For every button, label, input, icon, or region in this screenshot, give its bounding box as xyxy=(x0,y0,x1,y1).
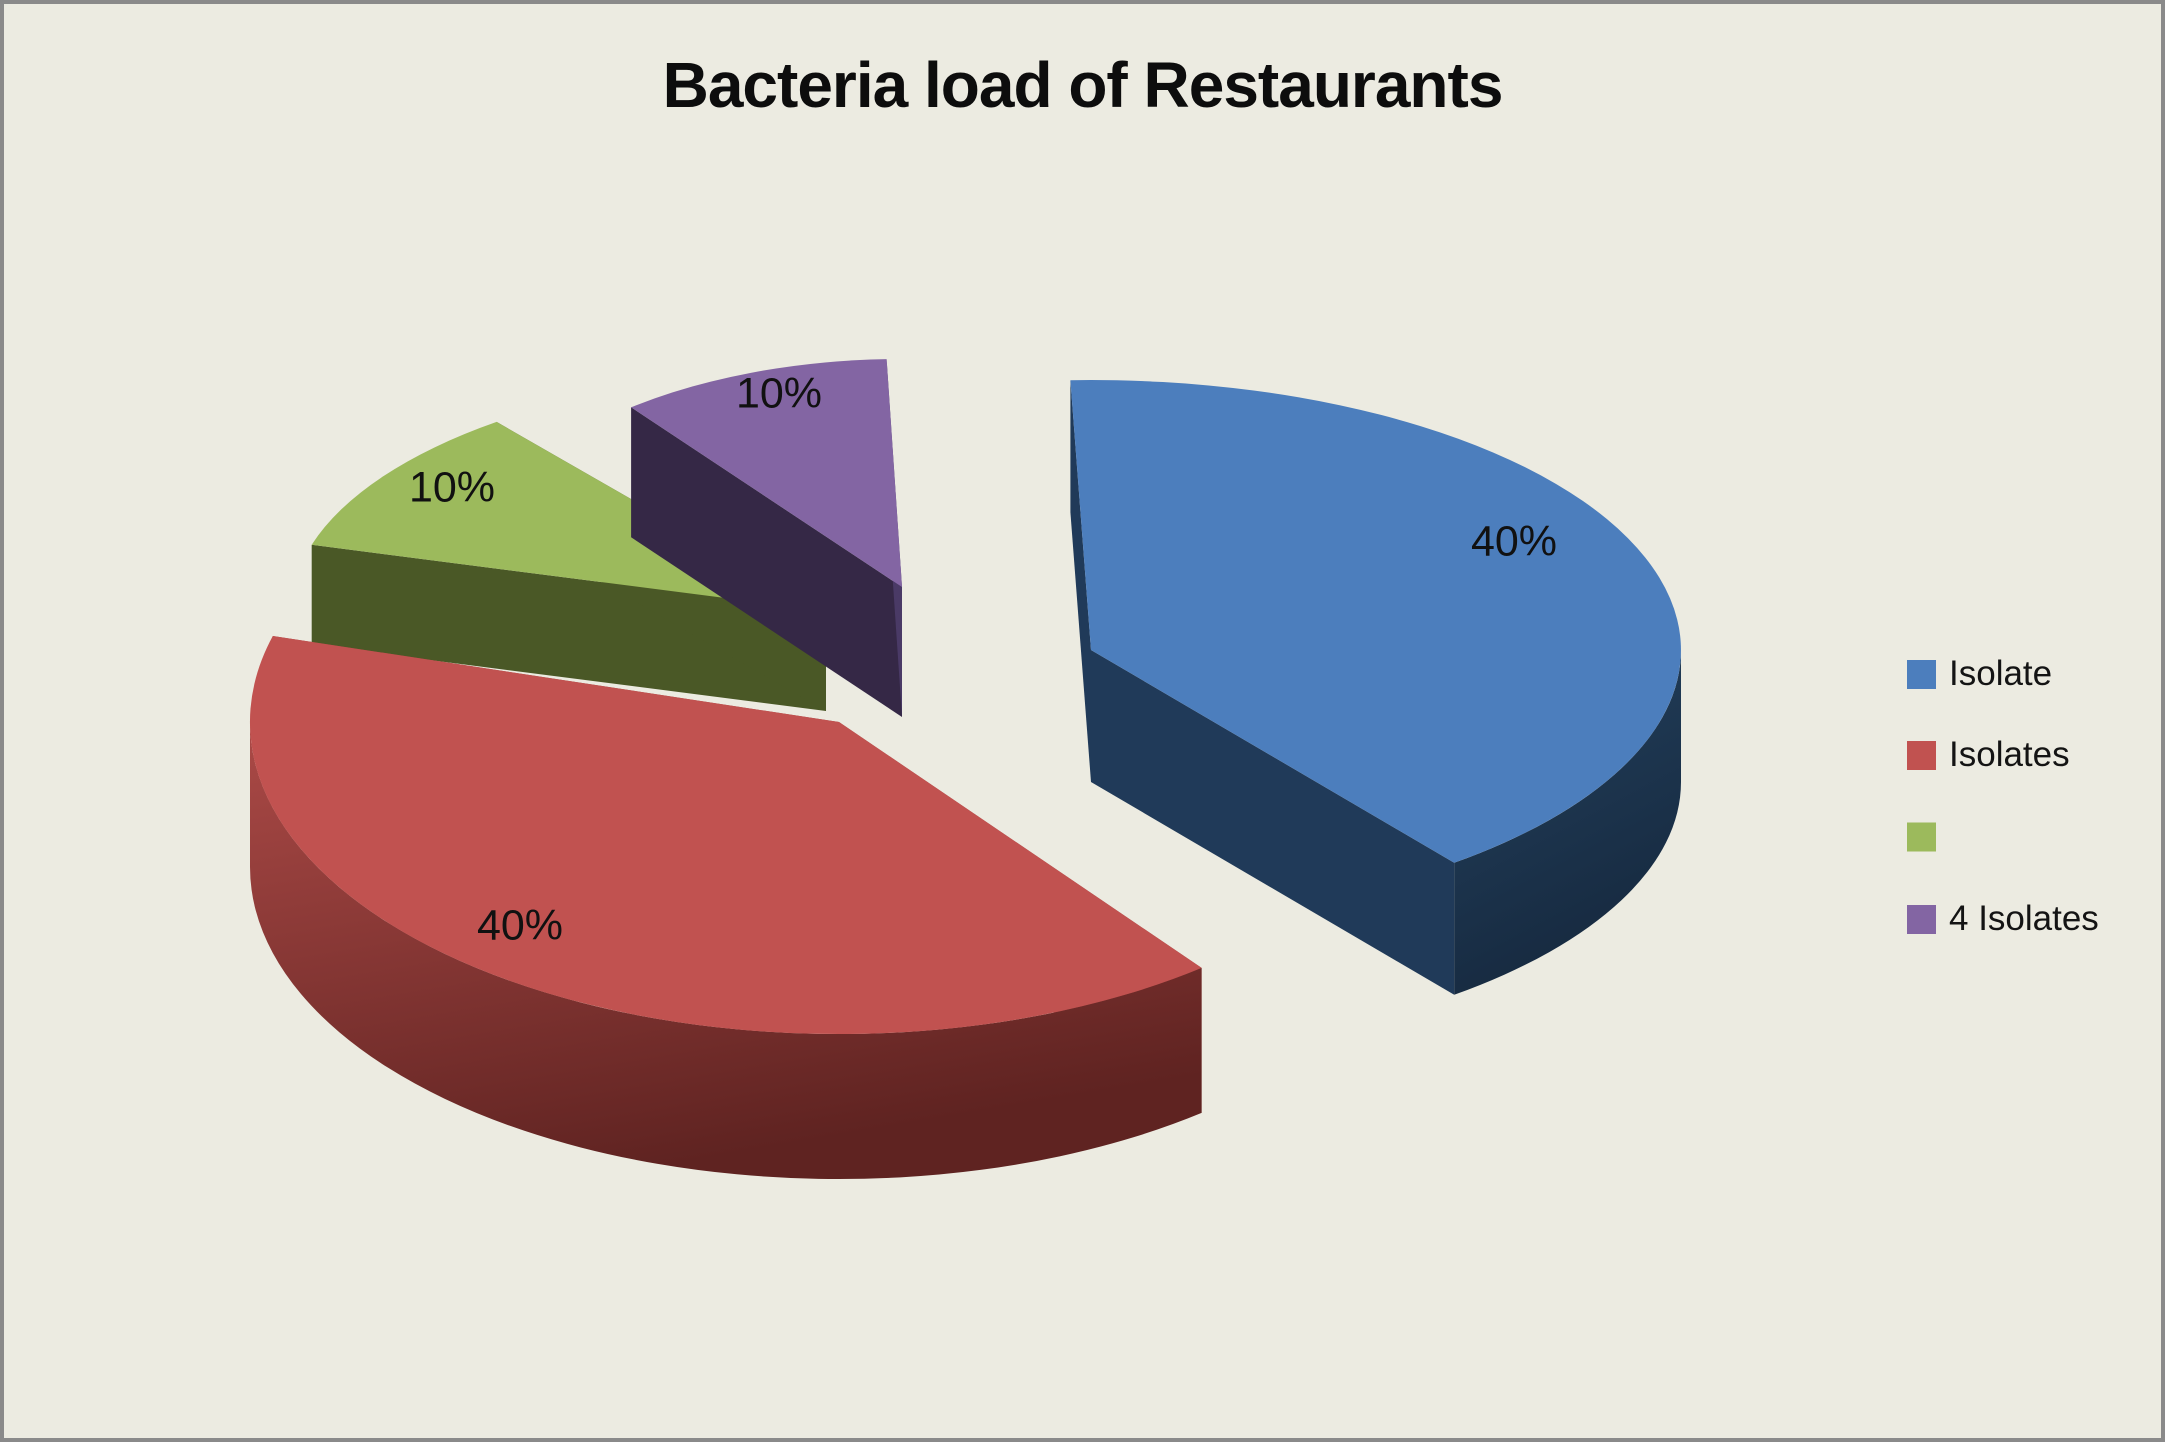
legend-item-isolates[interactable]: Isolates xyxy=(1907,735,2070,775)
legend-label: Isolate xyxy=(1949,654,2053,693)
slice-rim xyxy=(1454,650,1681,995)
chart-legend: Isolate Isolates 4 Isolates xyxy=(4,4,2161,1438)
chart-title: Bacteria load of Restaurants xyxy=(662,49,1504,121)
legend-swatch-icon xyxy=(1907,822,1936,852)
legend-label: Isolates xyxy=(1949,735,2070,774)
legend-swatch-icon xyxy=(1907,740,1936,770)
legend-item-slice-3[interactable] xyxy=(1907,822,1949,852)
legend-item-4-isolates[interactable]: 4 Isolates xyxy=(1907,899,2099,939)
slice-top-face xyxy=(249,636,1202,1035)
slice-rim xyxy=(249,722,1202,1180)
legend-item-isolate[interactable]: Isolate xyxy=(1907,654,2052,694)
slice-top-face xyxy=(1070,380,1681,863)
pie-slice-4-isolates[interactable] xyxy=(631,359,902,717)
slice-side-wall xyxy=(1070,380,1091,782)
pie-slice-isolates[interactable] xyxy=(249,636,1202,1180)
slice-label-isolates: 40% xyxy=(476,901,564,950)
legend-swatch-icon xyxy=(1907,904,1936,934)
slice-label-4-isolates: 10% xyxy=(735,369,823,418)
pie-slice-isolate[interactable] xyxy=(1070,380,1681,995)
slice-side-wall xyxy=(311,544,826,711)
legend-label: 4 Isolates xyxy=(1949,899,2099,938)
slice-top-face xyxy=(631,359,902,587)
slice-label-isolate: 40% xyxy=(1470,517,1558,566)
legend-swatch-icon xyxy=(1907,659,1936,689)
slice-side-wall xyxy=(1091,650,1455,995)
slice-label-slice-3: 10% xyxy=(408,463,496,512)
slice-side-wall xyxy=(631,407,902,717)
